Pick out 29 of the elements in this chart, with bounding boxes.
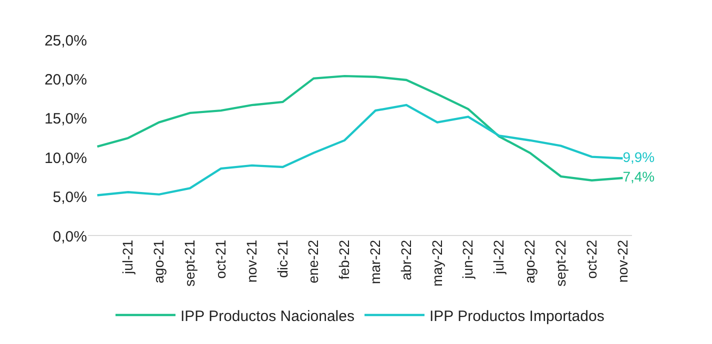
x-tick-label: jul-22 [490,240,507,276]
y-tick-label: 10,0% [44,150,87,167]
x-tick-label: mar-22 [367,240,383,284]
x-tick-label: ago-21 [150,240,167,284]
y-tick-label: 25,0% [44,32,87,50]
y-tick-label: 15,0% [44,110,87,128]
x-tick-label: ene-22 [305,240,322,284]
y-tick-label: 0,0% [52,228,87,246]
data-label: 7,4% [622,168,655,184]
x-tick-label: dic-21 [274,240,290,278]
x-tick-label: oct-22 [583,240,600,279]
x-tick-label: oct-21 [212,240,228,279]
line-series [96,74,624,182]
x-tick-label: nov-21 [243,240,260,283]
x-tick-label: jul-21 [120,240,136,276]
x-tick-label: sept-21 [182,240,198,287]
x-tick-label: feb-22 [336,240,352,280]
x-tick-label: may-22 [428,240,445,286]
x-tick-label: nov-22 [614,240,630,283]
x-tick-label: ago-22 [522,240,538,284]
data-label: 9,9% [622,148,655,165]
x-tick-label: sept-22 [552,240,568,287]
x-tick-label: abr-22 [398,240,414,280]
legend-label: IPP Productos Importados [430,308,604,325]
line-series [96,104,624,196]
legend-label: IPP Productos Nacionales [180,308,354,325]
y-tick-label: 5,0% [52,189,87,206]
y-tick-label: 20,0% [44,71,87,88]
x-tick-label: jun-22 [460,240,476,280]
